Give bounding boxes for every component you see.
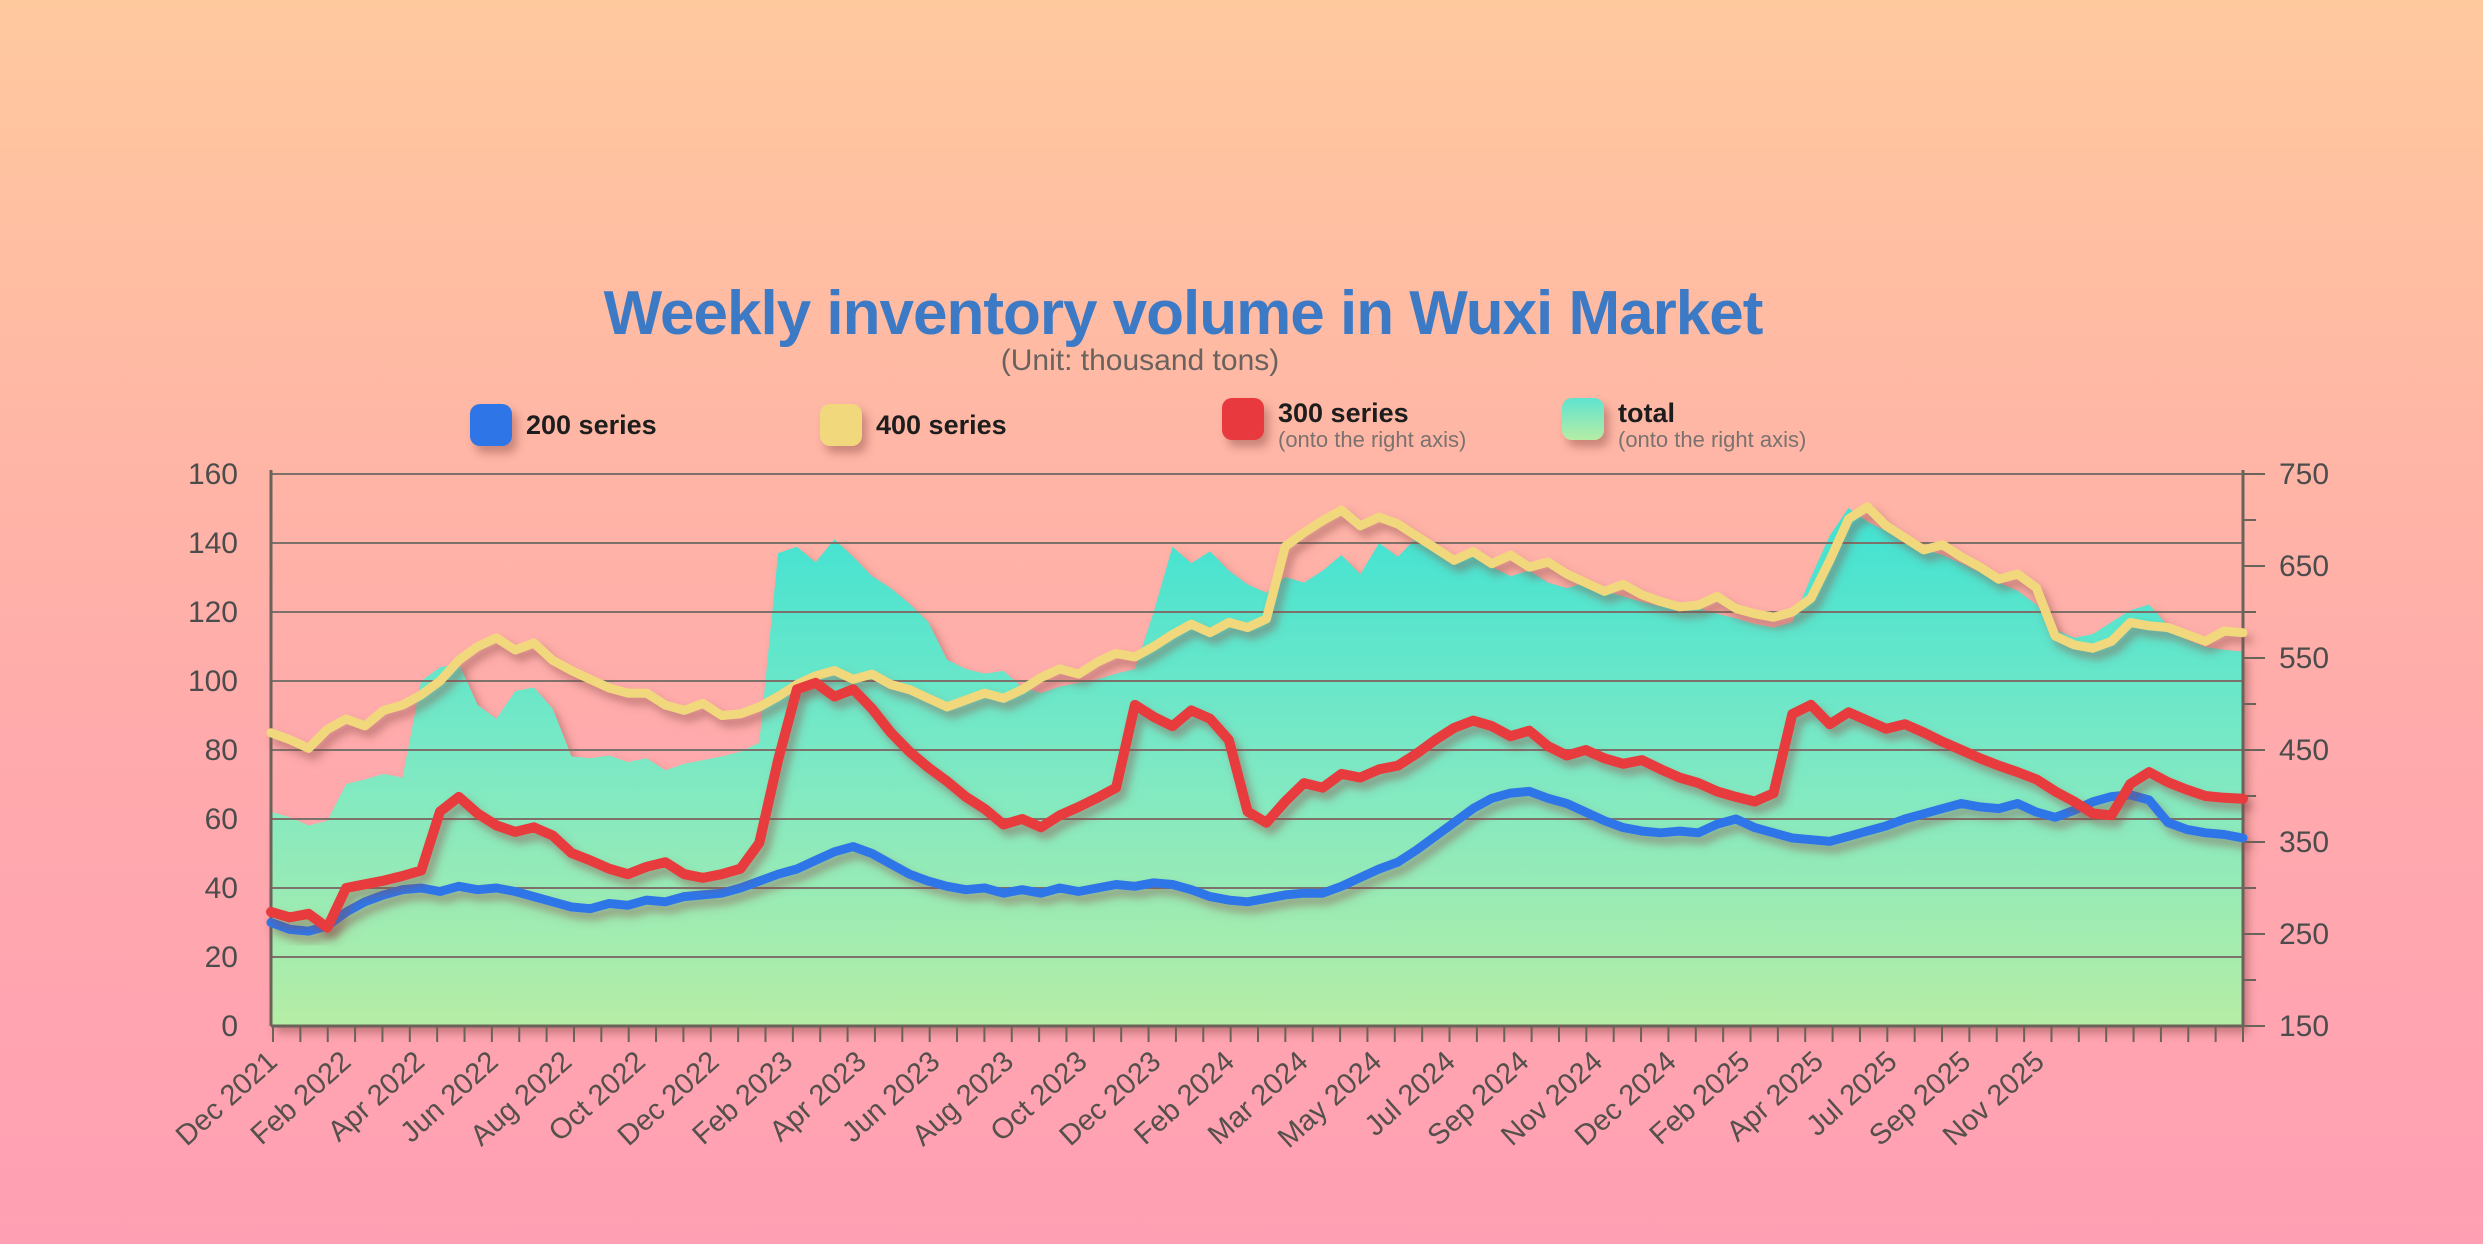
svg-text:80: 80 xyxy=(205,734,238,767)
line-series xyxy=(266,502,2248,936)
svg-text:250: 250 xyxy=(2279,918,2329,951)
svg-text:160: 160 xyxy=(188,458,238,491)
svg-text:750: 750 xyxy=(2279,458,2329,491)
legend-label: total xyxy=(1618,398,1675,428)
svg-text:150: 150 xyxy=(2279,1010,2329,1043)
svg-text:60: 60 xyxy=(205,803,238,836)
legend-swatch-total-icon xyxy=(1562,398,1604,440)
legend-label: 200 series xyxy=(526,410,657,440)
right-axis-labels: 150 250 350 450 550 650 750 xyxy=(2279,458,2329,1043)
right-axis-ticks xyxy=(2243,473,2265,1027)
legend-item-total: total (onto the right axis) xyxy=(1562,398,1806,452)
svg-text:450: 450 xyxy=(2279,734,2329,767)
legend-label: 400 series xyxy=(876,410,1007,440)
x-axis-ticks xyxy=(272,1026,2244,1042)
total-area-series xyxy=(271,508,2243,1026)
svg-text:40: 40 xyxy=(205,872,238,905)
legend-item-200-series: 200 series xyxy=(470,404,657,446)
legend-sublabel: (onto the right axis) xyxy=(1618,427,1807,452)
svg-text:350: 350 xyxy=(2279,826,2329,859)
svg-text:20: 20 xyxy=(205,941,238,974)
left-axis-labels: 0 20 40 60 80 100 120 140 160 xyxy=(188,458,238,1043)
svg-text:140: 140 xyxy=(188,527,238,560)
legend-label: 300 series xyxy=(1278,398,1409,428)
svg-text:100: 100 xyxy=(188,665,238,698)
legend-sublabel: (onto the right axis) xyxy=(1278,427,1467,452)
legend-swatch-400-series-icon xyxy=(820,404,862,446)
svg-text:120: 120 xyxy=(188,596,238,629)
svg-text:0: 0 xyxy=(221,1010,238,1043)
svg-text:650: 650 xyxy=(2279,550,2329,583)
page-title: Weekly inventory volume in Wuxi Market xyxy=(603,278,1764,348)
legend-swatch-300-series-icon xyxy=(1222,398,1264,440)
legend-item-300-series: 300 series (onto the right axis) xyxy=(1222,398,1466,452)
legend-swatch-200-series-icon xyxy=(470,404,512,446)
svg-text:550: 550 xyxy=(2279,642,2329,675)
legend-item-400-series: 400 series xyxy=(820,404,1007,446)
chart-subtitle: (Unit: thousand tons) xyxy=(1000,344,1280,377)
